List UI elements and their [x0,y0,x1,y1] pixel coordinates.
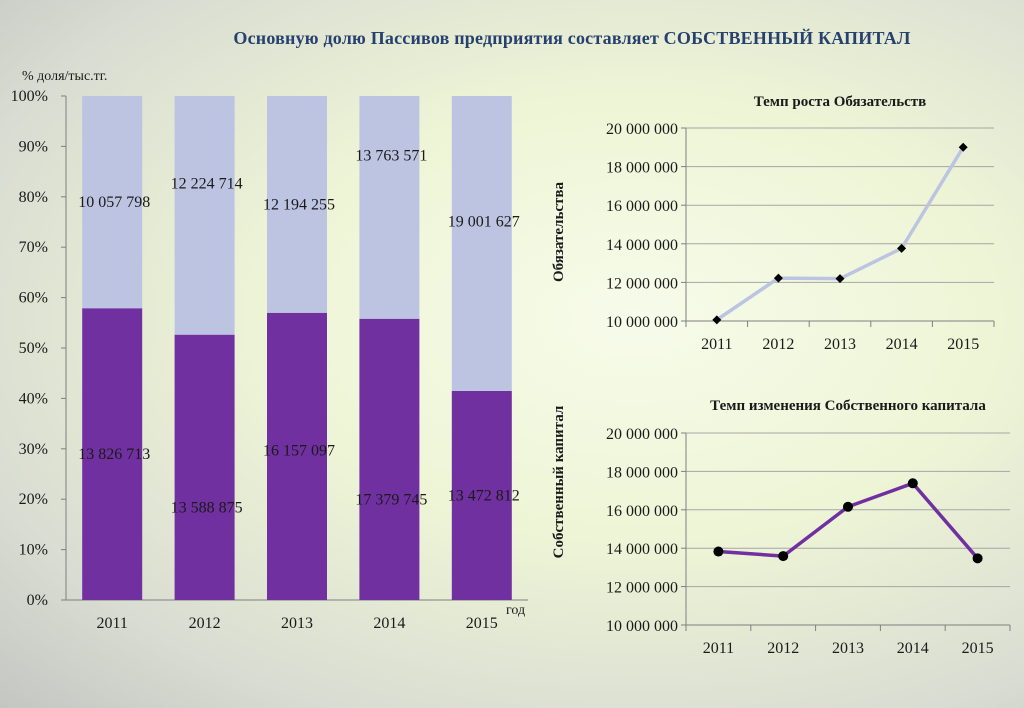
bar-equity-value-label: 16 157 097 [263,442,335,459]
equity-chart-y-tick-label: 16 000 000 [606,503,678,520]
equity-chart-y-tick-label: 14 000 000 [606,541,678,558]
bar-y-tick-label: 50% [19,340,48,357]
bar-y-tick-label: 0% [27,592,48,609]
bar-liabilities-value-label: 12 224 714 [171,175,243,192]
equity-chart-series-line [718,481,979,560]
bar-equity-value-label: 17 379 745 [355,491,427,508]
liabilities-chart-y-tick-label: 14 000 000 [606,237,678,254]
liabilities-chart-point-2011 [712,315,722,325]
equity-chart-point-2015 [972,553,983,564]
bar-liabilities-2013 [267,96,327,313]
bar-y-tick-label: 20% [19,491,48,508]
equity-chart-x-tick-label: 2014 [897,640,929,657]
liabilities-chart-x-tick-label: 2011 [701,336,732,353]
bar-y-tick-label: 30% [19,441,48,458]
bar-equity-value-label: 13 472 812 [448,487,520,504]
liabilities-chart-point-2012 [773,273,783,283]
equity-chart-x-tick-label: 2011 [703,640,734,657]
bar-equity-value-label: 13 588 875 [171,499,243,516]
bar-equity-value-label: 13 826 713 [78,446,150,463]
bar-liabilities-value-label: 10 057 798 [78,194,150,211]
liabilities-chart-y-tick-label: 18 000 000 [606,160,678,177]
equity-chart-x-tick-label: 2013 [832,640,864,657]
equity-chart-y-tick-label: 18 000 000 [606,464,678,481]
liabilities-chart-point-2014 [897,243,907,253]
bar-x-tick-label: 2011 [96,615,127,632]
bar-y-tick-label: 80% [19,189,48,206]
equity-chart-title: Темп изменения Собственного капитала [710,398,986,414]
bar-y-tick-label: 70% [19,239,48,256]
equity-chart-point-2011 [713,546,724,557]
bar-liabilities-value-label: 13 763 571 [355,147,427,164]
equity-chart-x-tick-label: 2012 [767,640,799,657]
bar-liabilities-2015 [451,96,512,391]
bar-x-axis-title: год [506,603,525,618]
bar-equity-2013 [267,312,327,600]
bar-liabilities-2012 [174,96,235,335]
bar-equity-2014 [359,318,420,600]
liabilities-chart-x-tick-label: 2012 [762,336,794,353]
bar-x-tick-label: 2015 [466,615,498,632]
bar-y-tick-label: 100% [11,88,48,105]
liabilities-chart-x-tick-label: 2014 [886,336,918,353]
bar-y-tick-label: 10% [19,542,48,559]
equity-chart-point-2012 [778,551,789,562]
equity-chart-y-tick-label: 20 000 000 [606,426,678,443]
bar-equity-2012 [174,334,235,600]
equity-chart-y-axis-title: Собственный капитал [551,405,567,558]
bar-equity-2015 [451,390,512,600]
bar-y-axis-title: % доля/тыс.тг. [22,69,107,84]
liabilities-chart-y-axis-title: Обязательства [551,181,567,282]
equity-chart-x-tick-label: 2015 [962,640,994,657]
liabilities-chart-x-tick-label: 2015 [947,336,979,353]
bar-y-tick-label: 60% [19,290,48,307]
bar-liabilities-2011 [82,96,143,309]
bar-x-tick-label: 2013 [281,615,313,632]
liabilities-chart-y-tick-label: 12 000 000 [606,275,678,292]
liabilities-chart-x-tick-label: 2013 [824,336,856,353]
bar-liabilities-value-label: 19 001 627 [448,213,520,230]
equity-chart-y-tick-label: 10 000 000 [606,618,678,635]
liabilities-chart-point-2013 [835,274,845,284]
bar-y-tick-label: 40% [19,390,48,407]
equity-chart-point-2014 [907,478,918,489]
liabilities-chart-title: Темп роста Обязательств [754,94,927,110]
bar-y-tick-label: 90% [19,138,48,155]
liabilities-chart-y-tick-label: 10 000 000 [606,314,678,331]
liabilities-chart-y-tick-label: 20 000 000 [606,121,678,138]
liabilities-chart-point-2015 [958,142,968,152]
bar-liabilities-value-label: 12 194 255 [263,196,335,213]
bar-liabilities-2014 [359,96,420,319]
equity-chart-point-2013 [843,501,853,512]
equity-chart-y-tick-label: 12 000 000 [606,580,678,597]
bar-x-tick-label: 2014 [373,615,405,632]
page-title: Основную долю Пассивов предприятия соста… [233,28,911,48]
bar-x-tick-label: 2012 [189,615,221,632]
liabilities-chart-y-tick-label: 16 000 000 [606,198,678,215]
bar-equity-2011 [82,308,143,600]
